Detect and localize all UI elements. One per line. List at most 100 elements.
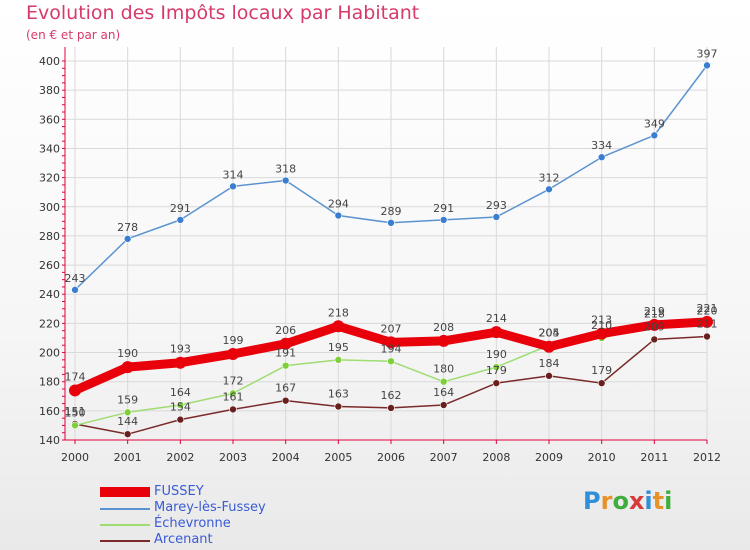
- logo-letter: t: [652, 487, 665, 515]
- data-label: 291: [433, 202, 454, 215]
- y-tick-label: 140: [39, 434, 60, 447]
- proxiti-logo: Proxiti: [583, 487, 672, 515]
- legend-swatch-arcenant: [100, 540, 150, 542]
- data-label: 205: [539, 326, 560, 339]
- x-tick-label: 2006: [377, 451, 405, 464]
- data-point: [281, 396, 290, 405]
- data-point: [650, 131, 659, 140]
- data-point: [176, 401, 185, 409]
- data-label: 191: [275, 347, 296, 360]
- y-tick-label: 180: [39, 376, 60, 389]
- data-label: 312: [539, 171, 560, 184]
- data-point: [597, 153, 606, 162]
- x-tick-label: 2004: [272, 451, 300, 464]
- data-label: 209: [644, 320, 665, 333]
- y-tick-label: 360: [39, 113, 60, 126]
- data-point: [176, 216, 185, 224]
- data-label: 293: [486, 199, 507, 212]
- x-tick-label: 2005: [324, 451, 352, 464]
- data-label: 334: [591, 139, 612, 152]
- y-tick-label: 200: [39, 347, 60, 360]
- data-label: 349: [644, 117, 665, 130]
- data-point: [334, 211, 343, 220]
- x-tick-label: 2009: [535, 451, 563, 464]
- data-label: 184: [539, 357, 560, 370]
- data-point: [279, 337, 292, 350]
- data-point: [227, 347, 239, 360]
- data-label: 164: [170, 386, 191, 399]
- logo-letter: x: [628, 487, 645, 515]
- data-point: [439, 377, 448, 386]
- data-label: 193: [170, 343, 191, 356]
- data-label: 172: [223, 374, 244, 387]
- logo-letter: i: [664, 487, 673, 515]
- data-label: 289: [381, 205, 402, 218]
- data-label: 294: [328, 198, 349, 211]
- data-point: [439, 216, 448, 224]
- data-label: 164: [433, 386, 454, 399]
- data-point: [597, 379, 606, 387]
- data-label: 144: [117, 415, 138, 428]
- data-label: 174: [65, 370, 86, 383]
- data-point: [545, 185, 553, 194]
- data-label: 221: [697, 302, 718, 315]
- data-point: [281, 361, 290, 370]
- legend-label: Échevronne: [154, 516, 231, 531]
- x-tick-label: 2000: [61, 451, 89, 464]
- data-label: 163: [328, 387, 349, 400]
- data-point: [545, 372, 553, 380]
- y-tick-label: 220: [39, 317, 60, 330]
- data-point: [648, 318, 661, 331]
- legend-label: Marey-lès-Fussey: [154, 500, 266, 515]
- x-tick-label: 2002: [166, 451, 194, 464]
- y-tick-label: 380: [39, 84, 60, 97]
- data-point: [229, 389, 237, 398]
- y-tick-label: 320: [39, 172, 60, 185]
- data-label: 167: [275, 382, 296, 395]
- data-label: 162: [381, 389, 402, 402]
- y-tick-label: 240: [39, 288, 60, 301]
- y-tick-label: 340: [39, 142, 60, 155]
- data-label: 150: [65, 406, 86, 419]
- legend-label: Arcenant: [154, 532, 213, 547]
- data-label: 179: [486, 364, 507, 377]
- data-label: 397: [697, 47, 718, 60]
- data-label: 210: [591, 319, 612, 332]
- data-point: [334, 402, 343, 411]
- data-label: 195: [328, 341, 349, 354]
- data-point: [229, 182, 237, 191]
- data-point: [490, 326, 503, 339]
- data-point: [229, 405, 237, 414]
- logo-letter: i: [644, 487, 653, 515]
- data-label: 199: [223, 334, 244, 347]
- logo-letter: o: [612, 487, 629, 515]
- logo-letter: P: [583, 487, 601, 515]
- data-label: 206: [275, 324, 296, 337]
- x-tick-label: 2003: [219, 451, 247, 464]
- x-tick-label: 2012: [693, 451, 721, 464]
- data-point: [703, 332, 711, 341]
- data-label: 159: [117, 393, 138, 406]
- data-point: [385, 336, 397, 349]
- x-tick-label: 2001: [114, 451, 142, 464]
- data-point: [176, 415, 185, 424]
- data-point: [387, 357, 395, 366]
- legend-swatch-echevronne: [100, 524, 150, 526]
- x-tick-label: 2007: [430, 451, 458, 464]
- legend-swatch-marey: [100, 508, 150, 510]
- logo-letter: r: [600, 487, 613, 515]
- data-label: 190: [486, 348, 507, 361]
- data-point: [123, 408, 132, 417]
- data-label: 220: [697, 304, 718, 317]
- data-point: [123, 235, 132, 243]
- data-point: [281, 176, 290, 185]
- y-tick-label: 280: [39, 230, 60, 243]
- y-tick-label: 260: [39, 259, 60, 272]
- data-label: 218: [644, 307, 665, 320]
- data-label: 214: [486, 312, 507, 325]
- data-label: 243: [65, 272, 86, 285]
- data-label: 318: [275, 163, 296, 176]
